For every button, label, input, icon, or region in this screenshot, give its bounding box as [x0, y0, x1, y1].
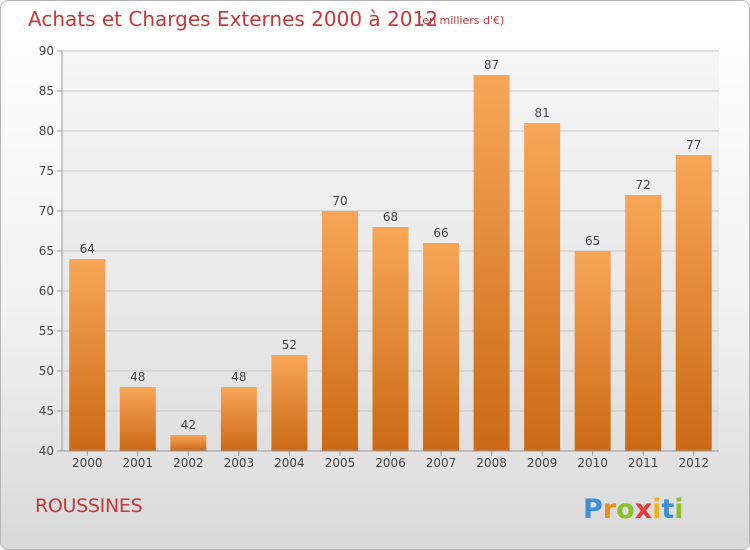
- svg-text:Proxiti: Proxiti: [583, 494, 684, 525]
- data-label: 70: [332, 194, 347, 208]
- x-tick-label: 2003: [224, 456, 255, 470]
- data-label: 77: [686, 138, 701, 152]
- x-tick-label: 2001: [123, 456, 154, 470]
- y-tick-label: 65: [39, 244, 54, 258]
- bar-2010: [574, 251, 611, 451]
- data-label: 87: [484, 58, 499, 72]
- data-label: 68: [383, 210, 398, 224]
- bar-2002: [170, 435, 207, 451]
- bar-2007: [423, 243, 460, 451]
- y-tick-label: 60: [39, 284, 54, 298]
- data-label: 52: [282, 338, 297, 352]
- x-tick-label: 2004: [274, 456, 305, 470]
- bar-2006: [372, 227, 409, 451]
- x-tick-label: 2009: [527, 456, 558, 470]
- x-tick-label: 2011: [628, 456, 659, 470]
- bar-2001: [119, 387, 156, 451]
- data-label: 66: [433, 226, 448, 240]
- bar-2008: [473, 75, 510, 451]
- x-tick-label: 2010: [577, 456, 608, 470]
- y-tick-label: 45: [39, 404, 54, 418]
- y-tick-label: 55: [39, 324, 54, 338]
- data-label: 65: [585, 234, 600, 248]
- bar-2005: [321, 211, 358, 451]
- bar-2011: [625, 195, 662, 451]
- y-tick-label: 40: [39, 444, 54, 458]
- y-tick-label: 50: [39, 364, 54, 378]
- proxiti-logo: Proxiti: [583, 494, 684, 525]
- x-tick-label: 2002: [173, 456, 204, 470]
- x-tick-label: 2006: [375, 456, 406, 470]
- x-tick-label: 2012: [678, 456, 709, 470]
- bar-chart: 40 45 50 55 60 65 70 75 80 85 90 64 2000 48 2001 42 200…: [39, 44, 719, 470]
- data-label: 48: [130, 370, 145, 384]
- chart-unit: (en milliers d'€): [418, 14, 505, 27]
- y-tick-label: 75: [39, 164, 54, 178]
- x-tick-label: 2008: [476, 456, 507, 470]
- data-label: 72: [636, 178, 651, 192]
- x-tick-label: 2005: [325, 456, 356, 470]
- y-tick-label: 90: [39, 44, 54, 58]
- bar-2003: [220, 387, 257, 451]
- bar-2000: [69, 259, 106, 451]
- x-tick-label: 2000: [72, 456, 103, 470]
- y-tick-label: 85: [39, 84, 54, 98]
- town-name: ROUSSINES: [35, 495, 143, 517]
- data-label: 48: [231, 370, 246, 384]
- y-tick-label: 70: [39, 204, 54, 218]
- data-label: 64: [80, 242, 95, 256]
- bar-2009: [524, 123, 561, 451]
- bar-2012: [675, 155, 712, 451]
- chart-title: Achats et Charges Externes 2000 à 2012: [28, 7, 438, 31]
- y-tick-label: 80: [39, 124, 54, 138]
- bar-2004: [271, 355, 308, 451]
- x-tick-label: 2007: [426, 456, 457, 470]
- data-label: 42: [181, 418, 196, 432]
- data-label: 81: [534, 106, 549, 120]
